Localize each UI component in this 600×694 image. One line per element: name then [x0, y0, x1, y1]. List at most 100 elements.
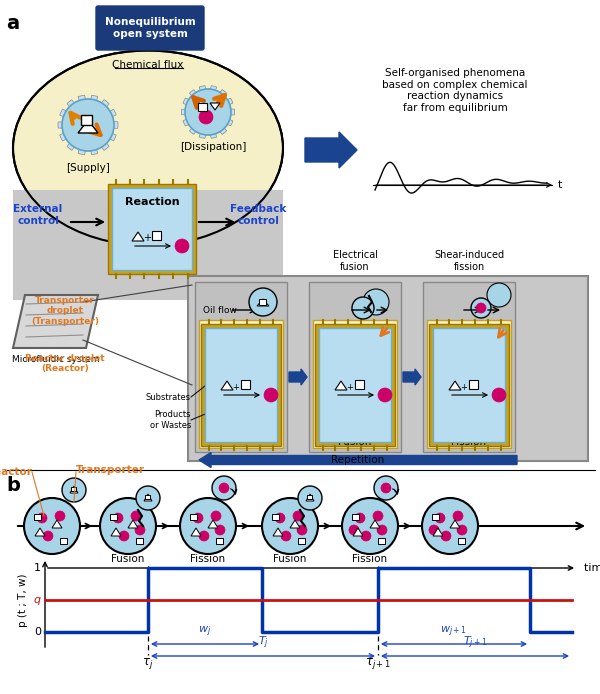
- Polygon shape: [450, 520, 460, 528]
- Circle shape: [199, 531, 209, 541]
- Polygon shape: [306, 494, 314, 501]
- Bar: [458, 538, 465, 544]
- Text: +: +: [461, 382, 467, 391]
- Polygon shape: [58, 95, 118, 155]
- Polygon shape: [13, 295, 98, 348]
- Bar: [188, 276, 588, 461]
- Circle shape: [180, 498, 236, 554]
- Bar: [199, 320, 283, 448]
- Bar: [112, 188, 192, 270]
- Text: $\tau_{j+1}$: $\tau_{j+1}$: [365, 656, 391, 671]
- Text: b: b: [6, 476, 20, 495]
- Circle shape: [349, 525, 359, 535]
- Circle shape: [199, 110, 213, 124]
- Bar: [13, 190, 283, 300]
- Polygon shape: [210, 103, 220, 110]
- Polygon shape: [144, 494, 152, 501]
- Text: p (t ; T, w): p (t ; T, w): [18, 573, 28, 627]
- Bar: [152, 231, 161, 240]
- Polygon shape: [182, 85, 235, 138]
- Circle shape: [264, 388, 278, 402]
- Circle shape: [342, 498, 398, 554]
- Text: $T_{j+1}$: $T_{j+1}$: [463, 634, 487, 651]
- Bar: [309, 282, 401, 452]
- Bar: [60, 538, 67, 544]
- Bar: [205, 328, 277, 442]
- Circle shape: [373, 511, 383, 521]
- Bar: [319, 328, 391, 442]
- Text: q: q: [34, 595, 41, 605]
- Circle shape: [293, 511, 303, 521]
- Bar: [34, 514, 41, 520]
- Text: 0: 0: [34, 627, 41, 637]
- Polygon shape: [208, 520, 218, 528]
- Text: +: +: [233, 382, 239, 391]
- Bar: [241, 380, 250, 389]
- Bar: [81, 115, 92, 125]
- Polygon shape: [370, 520, 380, 528]
- Circle shape: [211, 511, 221, 521]
- Text: Chemical flux: Chemical flux: [112, 60, 184, 70]
- FancyArrow shape: [289, 369, 307, 385]
- Circle shape: [135, 525, 145, 535]
- Bar: [136, 538, 143, 544]
- Text: Electrical
fusion: Electrical fusion: [332, 251, 377, 272]
- Bar: [427, 320, 511, 448]
- Circle shape: [355, 513, 365, 523]
- Circle shape: [457, 525, 467, 535]
- Polygon shape: [221, 381, 233, 390]
- Text: Fission: Fission: [190, 554, 226, 564]
- Polygon shape: [111, 528, 121, 536]
- Circle shape: [249, 288, 277, 316]
- Polygon shape: [70, 486, 78, 493]
- Circle shape: [212, 476, 236, 500]
- Circle shape: [378, 388, 392, 402]
- Polygon shape: [128, 520, 138, 528]
- Bar: [355, 380, 364, 389]
- Text: Transporter
droplet
(Transporter): Transporter droplet (Transporter): [31, 296, 99, 325]
- Circle shape: [193, 513, 203, 523]
- Circle shape: [471, 298, 491, 318]
- Circle shape: [136, 486, 160, 510]
- Text: Oil flow: Oil flow: [203, 305, 237, 314]
- Bar: [108, 184, 196, 274]
- Polygon shape: [191, 528, 201, 536]
- Text: Repetition: Repetition: [331, 455, 385, 465]
- Text: Nonequilibrium
open system: Nonequilibrium open system: [104, 17, 196, 39]
- Circle shape: [62, 99, 114, 151]
- Text: Transporter: Transporter: [76, 465, 145, 475]
- Bar: [432, 514, 439, 520]
- Circle shape: [215, 525, 225, 535]
- Bar: [190, 514, 197, 520]
- Bar: [195, 282, 287, 452]
- Bar: [216, 538, 223, 544]
- Circle shape: [62, 478, 86, 502]
- Circle shape: [119, 531, 129, 541]
- Text: Shear-induced
fission: Shear-induced fission: [434, 251, 504, 272]
- Circle shape: [297, 525, 307, 535]
- Polygon shape: [433, 528, 443, 536]
- Circle shape: [361, 531, 371, 541]
- Circle shape: [262, 498, 318, 554]
- Text: [Dissipation]: [Dissipation]: [180, 142, 246, 152]
- Bar: [423, 282, 515, 452]
- Text: Reactor: Reactor: [0, 467, 32, 477]
- Text: [Supply]: [Supply]: [66, 163, 110, 173]
- Polygon shape: [35, 528, 45, 536]
- Bar: [307, 495, 312, 499]
- Text: Feedback
control: Feedback control: [230, 204, 286, 226]
- Text: External
control: External control: [13, 204, 62, 226]
- FancyArrow shape: [199, 452, 517, 468]
- Text: t: t: [558, 180, 562, 190]
- Text: $w_j$: $w_j$: [199, 625, 212, 639]
- Bar: [201, 324, 281, 446]
- Polygon shape: [353, 528, 363, 536]
- Text: $w_{j+1}$: $w_{j+1}$: [440, 625, 467, 639]
- Circle shape: [275, 513, 285, 523]
- FancyArrow shape: [403, 369, 421, 385]
- Bar: [298, 538, 305, 544]
- Text: Fission: Fission: [451, 437, 487, 447]
- Circle shape: [374, 476, 398, 500]
- Text: time, t: time, t: [584, 563, 600, 573]
- Circle shape: [113, 513, 123, 523]
